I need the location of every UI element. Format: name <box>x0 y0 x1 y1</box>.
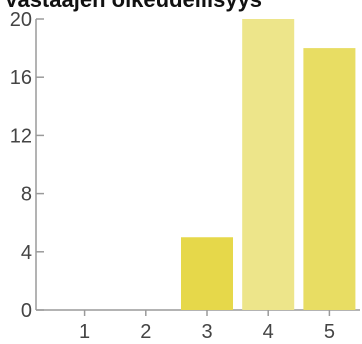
y-tick-label: 20 <box>10 9 32 31</box>
chart-title: Vastaajen oikeudellisyys <box>4 0 262 12</box>
y-axis: 0 4 8 12 16 20 <box>10 9 44 322</box>
bar-3 <box>180 237 234 310</box>
y-tick-label: 12 <box>10 125 32 147</box>
bars <box>180 19 356 310</box>
x-tick-label: 3 <box>201 321 212 343</box>
y-tick-label: 8 <box>21 184 32 206</box>
x-tick-label: 4 <box>263 321 274 343</box>
x-axis: 1 2 3 4 5 <box>36 309 360 343</box>
y-tick-label: 4 <box>21 242 32 264</box>
bar-5 <box>303 48 356 310</box>
x-tick-label: 1 <box>79 321 90 343</box>
bar-4 <box>242 19 295 310</box>
x-tick-label: 2 <box>140 321 151 343</box>
x-tick-label: 5 <box>324 321 335 343</box>
y-tick-label: 16 <box>10 67 32 89</box>
y-tick-label: 0 <box>21 300 32 322</box>
